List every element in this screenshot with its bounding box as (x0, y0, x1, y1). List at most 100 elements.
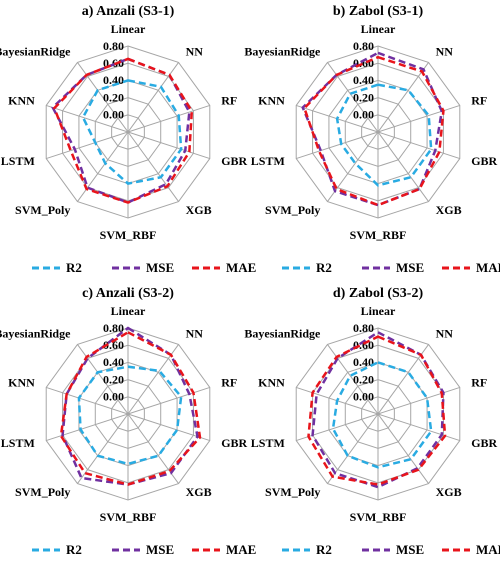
spoke (127, 104, 210, 133)
category-label: XGB (436, 203, 462, 217)
category-label: NN (186, 44, 204, 58)
category-label: LSTM (1, 154, 35, 168)
grid-ring (312, 62, 444, 202)
category-label: BayesianRidge (244, 326, 321, 340)
tick-label: 0.80 (353, 321, 374, 335)
category-label: LSTM (251, 154, 285, 168)
spoke (377, 386, 460, 415)
category-label: KNN (8, 93, 35, 107)
tick-label: 0.00 (353, 108, 374, 122)
spoke (377, 344, 429, 415)
spoke (327, 413, 379, 484)
series-line (335, 83, 433, 187)
spoke (77, 413, 129, 484)
category-label: RF (221, 375, 237, 389)
legend-label: MSE (396, 542, 424, 557)
spoke (377, 131, 429, 202)
category-label: SVM_RBF (100, 510, 157, 524)
spoke (127, 131, 210, 160)
category-label: XGB (436, 485, 462, 499)
tick-label: 0.20 (103, 90, 124, 104)
grid-ring (344, 379, 412, 449)
legend-label: R2 (316, 542, 332, 557)
grid-ring (45, 327, 211, 501)
category-label: KNN (8, 375, 35, 389)
tick-label: 0.80 (353, 39, 374, 53)
category-label: SVM_Poly (265, 485, 320, 499)
legend-label: R2 (66, 260, 82, 275)
tick-label: 0.00 (353, 390, 374, 404)
category-label: BayesianRidge (0, 44, 71, 58)
tick-label: 0.40 (353, 355, 374, 369)
legend-label: MSE (146, 260, 174, 275)
spoke (46, 386, 129, 415)
tick-label: 0.20 (103, 372, 124, 386)
chart-title: d) Zabol (S3-2) (333, 286, 424, 301)
spoke (77, 131, 129, 202)
category-label: BayesianRidge (0, 326, 71, 340)
grid-ring (312, 344, 444, 484)
tick-label: 0.80 (103, 321, 124, 335)
category-label: KNN (258, 93, 285, 107)
spoke (46, 131, 129, 160)
category-label: SVM_Poly (15, 203, 70, 217)
grid-ring (62, 344, 194, 484)
grid-ring (295, 327, 461, 501)
category-label: LSTM (251, 436, 285, 450)
category-label: SVM_RBF (350, 510, 407, 524)
category-label: SVM_Poly (265, 203, 320, 217)
series-line (52, 57, 194, 204)
tick-label: 0.20 (353, 372, 374, 386)
spoke (377, 413, 429, 484)
grid-ring (94, 379, 162, 449)
spoke (127, 344, 179, 415)
series-line (301, 51, 444, 207)
series-line (59, 330, 202, 486)
category-label: RF (471, 375, 487, 389)
series-line (77, 365, 183, 466)
category-label: SVM_Poly (15, 485, 70, 499)
category-label: NN (436, 44, 454, 58)
category-label: BayesianRidge (244, 44, 321, 58)
category-label: Linear (361, 304, 396, 318)
grid-ring (295, 45, 461, 219)
category-label: Linear (361, 22, 396, 36)
category-label: Linear (111, 304, 146, 318)
legend-label: MSE (396, 260, 424, 275)
spoke (127, 62, 179, 133)
category-label: GBR (221, 154, 247, 168)
spoke (377, 104, 460, 133)
chart-title: b) Zabol (S3-1) (333, 4, 424, 19)
tick-label: 0.00 (103, 390, 124, 404)
series-line (311, 330, 445, 489)
series-line (331, 361, 433, 469)
legend-label: MAE (476, 542, 500, 557)
category-label: NN (186, 326, 204, 340)
spoke (377, 413, 460, 442)
legend-label: MAE (476, 260, 500, 275)
category-label: SVM_RBF (350, 228, 407, 242)
category-label: XGB (186, 485, 212, 499)
tick-label: 0.80 (103, 39, 124, 53)
category-label: SVM_RBF (100, 228, 157, 242)
category-label: RF (221, 93, 237, 107)
spoke (127, 386, 210, 415)
spoke (127, 413, 179, 484)
category-label: KNN (258, 375, 285, 389)
series-line (81, 79, 183, 185)
tick-label: 0.60 (353, 338, 374, 352)
chart-title: c) Anzali (S3-2) (82, 286, 174, 301)
legend-label: R2 (316, 260, 332, 275)
tick-label: 0.40 (103, 355, 124, 369)
legend-label: MAE (226, 260, 256, 275)
tick-label: 0.60 (353, 56, 374, 70)
grid-ring (111, 114, 145, 150)
spoke (377, 62, 429, 133)
spoke (46, 104, 129, 133)
grid-ring (344, 97, 412, 167)
grid-ring (62, 62, 194, 202)
grid-ring (361, 396, 395, 432)
spoke (296, 413, 379, 442)
series-line (302, 55, 445, 207)
